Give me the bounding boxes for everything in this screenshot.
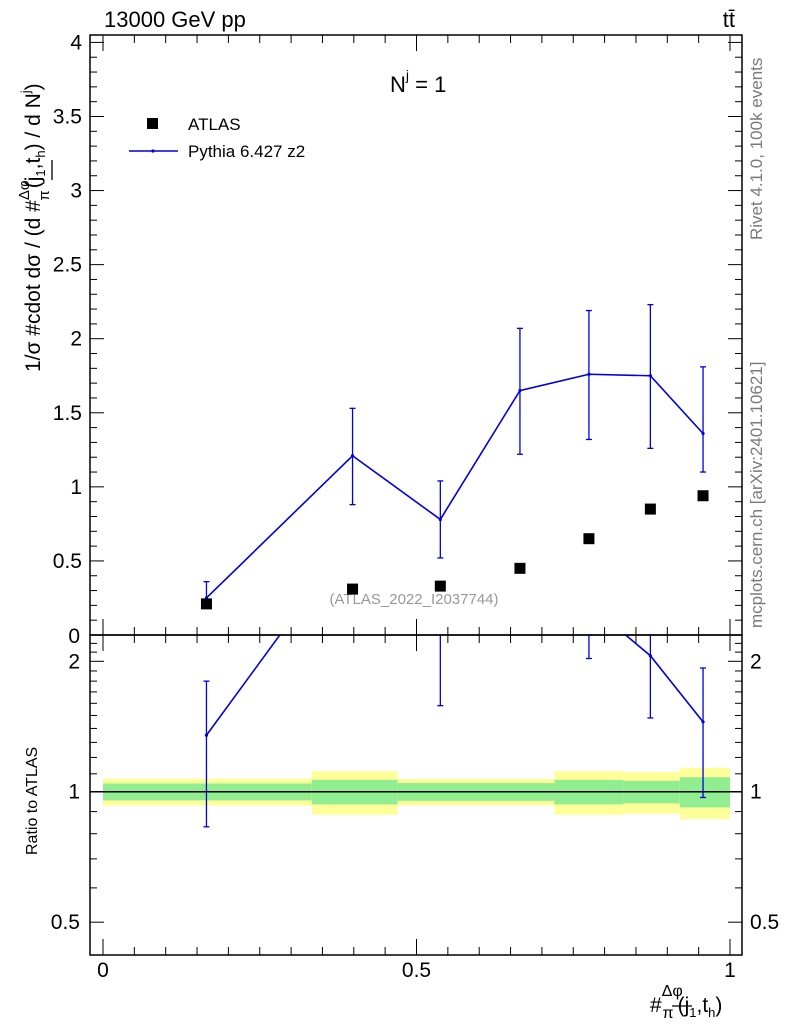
ratio-pythia-point: [518, 545, 521, 548]
main-pythia-point: [587, 372, 591, 376]
xlabel-part-b: ,t: [696, 994, 708, 1017]
ratio-ytick-label-right: 0.5: [750, 911, 779, 934]
ratio-ytick-labels-right: 0.5 1 2: [750, 650, 779, 934]
main-atlas-point: [434, 580, 446, 592]
ratio-axis-ticks: [90, 635, 742, 955]
main-ytick-label: 4: [70, 31, 82, 54]
plot-title-rest: = 1: [409, 72, 446, 97]
xlabel-part-b-sub: h: [708, 1005, 715, 1020]
main-atlas-point: [644, 503, 656, 515]
ratio-pythia-point: [204, 733, 209, 737]
legend-atlas-label: ATLAS: [188, 115, 241, 134]
ratio-pythia-point: [439, 629, 442, 632]
main-ytick-label: 0.5: [53, 550, 82, 573]
legend: ATLAS Pythia 6.427 z2: [129, 115, 305, 161]
ratio-uncertainty-bands: [103, 767, 730, 820]
main-atlas-point: [583, 533, 595, 545]
main-pythia-point: [648, 374, 652, 378]
legend-pythia-label: Pythia 6.427 z2: [188, 142, 305, 161]
main-axis-ticks: [90, 35, 742, 635]
ratio-pythia-point: [587, 603, 590, 606]
ratio-ytick-label-left: 0.5: [51, 911, 80, 934]
main-pythia-point: [438, 517, 442, 522]
main-atlas-point: [514, 562, 526, 574]
main-pythia-series: [203, 303, 707, 609]
header-right-title: tt̄: [723, 7, 735, 32]
main-ytick-label: 2: [70, 328, 82, 351]
ratio-pythia-point: [648, 654, 652, 658]
ylabel-frac-den: π: [36, 190, 53, 200]
ratio-xtick-labels: 0 0.5 1: [97, 959, 736, 982]
ratio-xtick-label: 1: [724, 959, 736, 982]
ylabel-part-d-sup: j: [18, 90, 33, 94]
plot-title-main: N: [390, 72, 406, 97]
main-ytick-label: 2.5: [53, 254, 82, 277]
ratio-pythia-point: [701, 720, 705, 724]
analysis-watermark: (ATLAS_2022_I2037744): [329, 591, 498, 608]
ratio-ytick-label-right: 1: [750, 781, 762, 804]
xlabel-frac-den: π: [663, 1005, 674, 1022]
legend-atlas-marker: [147, 118, 158, 129]
ylabel-part-e: ): [22, 83, 45, 90]
ratio-panel: 0.512 0.512 0 0.5 1: [51, 534, 779, 982]
ylabel-part-b-sub: 1: [33, 169, 48, 176]
legend-pythia-marker: [151, 149, 155, 153]
main-pythia-point: [518, 388, 522, 393]
main-ytick-label: 1: [70, 476, 82, 499]
mcplots-label: mcplots.cern.ch [arXiv:2401.10621]: [747, 362, 766, 628]
ylabel-part-c-sub: h: [33, 150, 48, 157]
main-ytick-label: 1.5: [53, 402, 82, 425]
xlabel-frac-num: Δφ: [662, 983, 683, 1000]
ratio-y-axis-label: Ratio to ATLAS: [24, 747, 41, 855]
ratio-xtick-label: 0.5: [402, 959, 431, 982]
plot-title-sup: j: [405, 67, 409, 83]
ratio-xtick-label: 0: [97, 959, 109, 982]
main-y-axis-label: 1/σ #cdot dσ / (d #Δφ π(j1,th) / d Nj): [16, 83, 53, 372]
ratio-pythia-clipped: [203, 534, 707, 828]
main-pythia-point: [350, 454, 355, 458]
ratio-pythia-series: [203, 534, 707, 828]
main-ytick-label: 3.5: [53, 105, 82, 128]
main-ytick-labels: 0.5 1 1.5 2 2.5 3 3.5 4: [53, 31, 83, 573]
ratio-plot-frame: [89, 634, 743, 956]
xlabel-hash: #: [650, 994, 662, 1017]
ratio-ytick-label-left: 2: [68, 650, 80, 673]
ratio-ytick-label-right: 2: [750, 650, 762, 673]
main-atlas-point: [200, 598, 212, 610]
ratio-ytick-labels: 0.5 1 2: [51, 650, 80, 934]
main-pythia-point: [701, 431, 705, 436]
main-atlas-series: [200, 490, 709, 610]
ratio-pythia-point: [351, 534, 354, 537]
main-atlas-point: [697, 490, 709, 502]
main-pythia-line: [205, 373, 704, 599]
main-panel: 0.5 1 1.5 2 2.5 3 3.5 4 0 (ATLAS_2022_I2037744)…: [53, 31, 743, 648]
main-ytick-edge-label: 0: [68, 625, 80, 648]
ylabel-part-b: (j: [22, 177, 45, 189]
ylabel-frac-num: Δφ: [16, 180, 33, 200]
ylabel-part-a: 1/σ #cdot dσ / (d #: [22, 200, 45, 372]
main-atlas-point: [347, 583, 359, 595]
ylabel-part-d: ) / d N: [22, 93, 45, 150]
plot-title: Nj = 1: [390, 67, 446, 97]
main-ytick-label: 3: [70, 180, 82, 203]
ratio-ytick-label-left: 1: [68, 781, 80, 804]
x-axis-label: #Δφ π (j1,th): [650, 983, 722, 1022]
header-left-title: 13000 GeV pp: [104, 7, 246, 32]
ylabel-part-c: ,t: [22, 157, 45, 169]
xlabel-part-c: ): [715, 994, 722, 1017]
rivet-label: Rivet 4.1.0, 100k events: [747, 58, 766, 240]
xlabel-part-a-sub: 1: [689, 1005, 696, 1020]
